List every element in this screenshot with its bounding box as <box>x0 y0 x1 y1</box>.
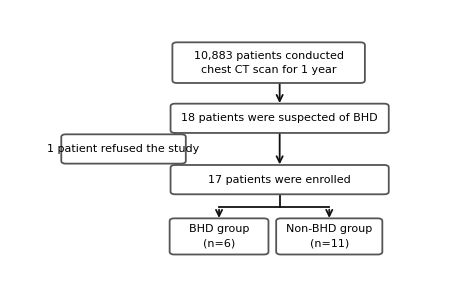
Text: 17 patients were enrolled: 17 patients were enrolled <box>208 175 351 185</box>
Text: 10,883 patients conducted
chest CT scan for 1 year: 10,883 patients conducted chest CT scan … <box>194 51 344 75</box>
FancyBboxPatch shape <box>171 104 389 133</box>
FancyBboxPatch shape <box>61 134 186 164</box>
Text: Non-BHD group
(n=11): Non-BHD group (n=11) <box>286 224 373 248</box>
FancyBboxPatch shape <box>173 42 365 83</box>
FancyBboxPatch shape <box>276 218 383 255</box>
Text: 1 patient refused the study: 1 patient refused the study <box>47 144 200 154</box>
Text: 18 patients were suspected of BHD: 18 patients were suspected of BHD <box>182 113 378 123</box>
FancyBboxPatch shape <box>170 218 268 255</box>
FancyBboxPatch shape <box>171 165 389 194</box>
Text: BHD group
(n=6): BHD group (n=6) <box>189 224 249 248</box>
